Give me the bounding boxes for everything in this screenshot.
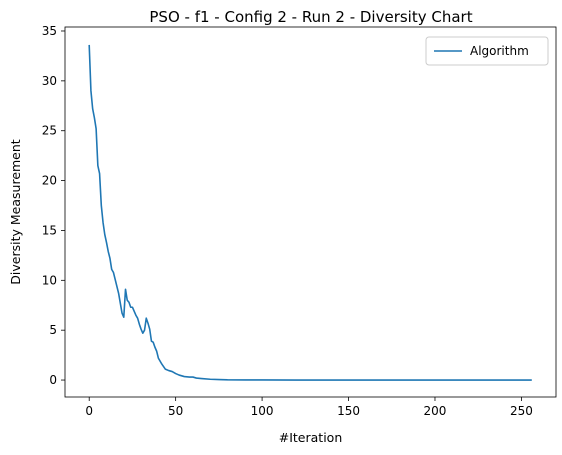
legend-label-algorithm: Algorithm xyxy=(470,44,529,58)
x-axis: 0 50 100 150 200 250 xyxy=(85,397,533,418)
y-tick-label: 10 xyxy=(42,273,57,287)
y-axis: 0 5 10 15 20 25 30 35 xyxy=(42,24,65,387)
y-tick-label: 30 xyxy=(42,74,57,88)
plot-frame xyxy=(64,26,557,398)
x-tick-label: 50 xyxy=(168,404,183,418)
y-tick-label: 35 xyxy=(42,24,57,38)
x-tick-label: 250 xyxy=(510,404,533,418)
x-axis-title: #Iteration xyxy=(279,430,343,445)
x-tick-label: 150 xyxy=(337,404,360,418)
legend: Algorithm xyxy=(425,36,549,66)
y-tick-label: 20 xyxy=(42,174,57,188)
legend-box xyxy=(425,36,549,66)
chart-title: PSO - f1 - Config 2 - Run 2 - Diversity … xyxy=(149,8,472,26)
x-tick-label: 100 xyxy=(251,404,274,418)
y-tick-label: 15 xyxy=(42,223,57,237)
plot-area xyxy=(64,26,557,398)
y-tick-label: 25 xyxy=(42,124,57,138)
x-tick-label: 0 xyxy=(85,404,93,418)
x-tick-label: 200 xyxy=(424,404,447,418)
series-layer xyxy=(88,44,532,381)
y-tick-label: 0 xyxy=(49,373,57,387)
series-line-algorithm xyxy=(88,44,532,381)
y-axis-title: Diversity Measurement xyxy=(8,139,23,284)
y-tick-label: 5 xyxy=(49,323,57,337)
